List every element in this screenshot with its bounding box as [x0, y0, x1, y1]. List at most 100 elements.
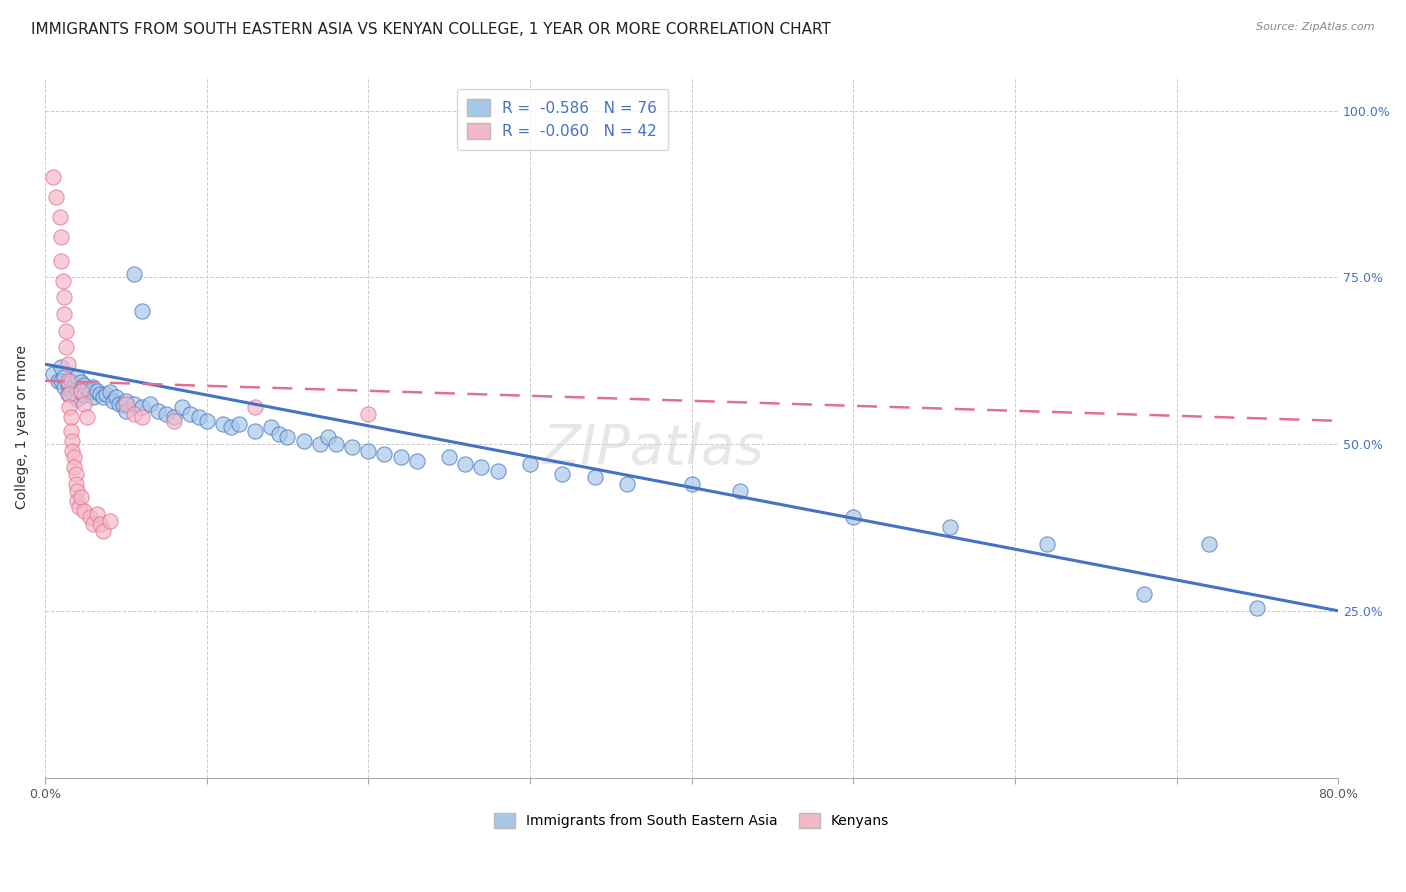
- Point: [219, 420, 242, 434]
- Point: [66, 370, 89, 384]
- Point: [63, 460, 86, 475]
- Point: [172, 401, 194, 415]
- Text: ZIPatlas: ZIPatlas: [541, 422, 763, 475]
- Point: [49, 253, 72, 268]
- Point: [82, 380, 104, 394]
- Point: [59, 410, 82, 425]
- Point: [56, 357, 79, 371]
- Point: [131, 303, 153, 318]
- Point: [63, 450, 86, 465]
- Point: [56, 377, 79, 392]
- Point: [76, 382, 98, 396]
- Point: [551, 467, 574, 482]
- Point: [66, 493, 89, 508]
- Point: [163, 414, 186, 428]
- Point: [122, 267, 145, 281]
- Point: [65, 467, 87, 482]
- Point: [1036, 537, 1059, 551]
- Point: [243, 401, 266, 415]
- Point: [62, 443, 84, 458]
- Point: [155, 407, 177, 421]
- Point: [55, 324, 77, 338]
- Point: [59, 424, 82, 438]
- Point: [122, 407, 145, 421]
- Point: [73, 378, 96, 392]
- Point: [98, 385, 121, 400]
- Point: [131, 401, 153, 415]
- Point: [66, 392, 89, 406]
- Point: [405, 454, 427, 468]
- Point: [519, 457, 541, 471]
- Point: [42, 170, 65, 185]
- Point: [73, 397, 96, 411]
- Point: [82, 517, 104, 532]
- Point: [86, 507, 108, 521]
- Point: [1198, 537, 1220, 551]
- Point: [53, 290, 76, 304]
- Point: [56, 387, 79, 401]
- Point: [52, 274, 75, 288]
- Legend: Immigrants from South Eastern Asia, Kenyans: Immigrants from South Eastern Asia, Keny…: [489, 807, 894, 834]
- Point: [45, 190, 67, 204]
- Text: IMMIGRANTS FROM SOUTH EASTERN ASIA VS KENYAN COLLEGE, 1 YEAR OR MORE CORRELATION: IMMIGRANTS FROM SOUTH EASTERN ASIA VS KE…: [31, 22, 831, 37]
- Point: [69, 491, 91, 505]
- Point: [105, 391, 128, 405]
- Point: [389, 450, 412, 465]
- Point: [56, 374, 79, 388]
- Point: [211, 417, 233, 432]
- Point: [82, 391, 104, 405]
- Point: [1246, 600, 1268, 615]
- Point: [179, 407, 201, 421]
- Point: [228, 417, 250, 432]
- Point: [357, 407, 380, 421]
- Point: [49, 360, 72, 375]
- Point: [187, 410, 209, 425]
- Point: [55, 341, 77, 355]
- Point: [357, 443, 380, 458]
- Point: [96, 387, 118, 401]
- Point: [79, 385, 101, 400]
- Point: [108, 397, 131, 411]
- Point: [91, 391, 114, 405]
- Point: [114, 397, 136, 411]
- Point: [437, 450, 460, 465]
- Point: [1133, 587, 1156, 601]
- Point: [48, 211, 70, 225]
- Point: [939, 520, 962, 534]
- Point: [42, 367, 65, 381]
- Point: [195, 414, 218, 428]
- Point: [98, 514, 121, 528]
- Point: [73, 504, 96, 518]
- Point: [454, 457, 477, 471]
- Point: [58, 401, 80, 415]
- Point: [681, 477, 703, 491]
- Point: [58, 387, 80, 401]
- Point: [163, 410, 186, 425]
- Point: [470, 460, 492, 475]
- Point: [316, 430, 339, 444]
- Point: [122, 397, 145, 411]
- Point: [260, 420, 283, 434]
- Point: [131, 410, 153, 425]
- Point: [728, 483, 751, 498]
- Point: [146, 404, 169, 418]
- Point: [59, 374, 82, 388]
- Point: [69, 385, 91, 400]
- Point: [66, 483, 89, 498]
- Point: [79, 510, 101, 524]
- Point: [49, 230, 72, 244]
- Point: [89, 517, 111, 532]
- Point: [325, 437, 347, 451]
- Point: [53, 380, 76, 394]
- Point: [340, 441, 363, 455]
- Point: [46, 374, 69, 388]
- Point: [73, 388, 96, 402]
- Point: [89, 387, 111, 401]
- Point: [276, 430, 298, 444]
- Point: [842, 510, 865, 524]
- Point: [243, 424, 266, 438]
- Point: [53, 307, 76, 321]
- Point: [49, 374, 72, 388]
- Point: [486, 464, 509, 478]
- Point: [114, 393, 136, 408]
